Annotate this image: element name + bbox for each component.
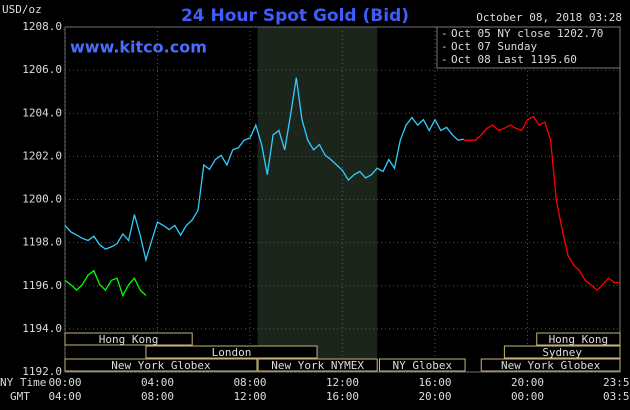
session-box bbox=[145, 345, 318, 359]
legend-dash: - bbox=[441, 27, 448, 40]
session-label: NY Globex bbox=[392, 359, 452, 372]
y-tick-label: 1200.0 bbox=[22, 193, 62, 206]
legend-label: Oct 07 Sunday bbox=[451, 40, 537, 53]
x-tick-label-gmt: 20:00 bbox=[418, 390, 451, 403]
x-tick-label-gmt: 08:00 bbox=[141, 390, 174, 403]
x-tick-label-gmt: 12:00 bbox=[233, 390, 266, 403]
session-label: Hong Kong bbox=[99, 333, 159, 346]
y-tick-label: 1206.0 bbox=[22, 63, 62, 76]
legend-dash: - bbox=[441, 53, 448, 66]
chart-title: 24 Hour Spot Gold (Bid) bbox=[181, 6, 409, 26]
session-box bbox=[64, 332, 193, 346]
session-label: New York Globex bbox=[501, 359, 601, 372]
x-tick-label: 08:00 bbox=[233, 376, 266, 389]
timestamp: October 08, 2018 03:28 bbox=[476, 11, 622, 24]
session-box bbox=[536, 332, 621, 346]
session-box bbox=[257, 358, 378, 372]
price-line bbox=[463, 115, 620, 291]
session-box bbox=[379, 358, 466, 372]
session-label: Hong Kong bbox=[549, 333, 609, 346]
x-row-label: GMT bbox=[10, 390, 30, 403]
y-axis-label: USD/oz bbox=[2, 3, 42, 16]
legend-label: Oct 08 Last 1195.60 bbox=[451, 53, 577, 66]
y-tick-label: 1196.0 bbox=[22, 279, 62, 292]
session-box bbox=[480, 358, 621, 372]
legend-dash: - bbox=[441, 40, 448, 53]
y-tick-label: 1208.0 bbox=[22, 20, 62, 33]
y-tick-label: 1192.0 bbox=[22, 365, 62, 378]
price-line bbox=[64, 269, 147, 298]
y-tick-label: 1198.0 bbox=[22, 236, 62, 249]
x-tick-label: 12:00 bbox=[326, 376, 359, 389]
price-line bbox=[64, 77, 465, 263]
session-label: Sydney bbox=[542, 346, 582, 359]
x-tick-label-gmt: 16:00 bbox=[326, 390, 359, 403]
x-tick-label: 20:00 bbox=[511, 376, 544, 389]
session-label: New York NYMEX bbox=[271, 359, 364, 372]
y-tick-label: 1194.0 bbox=[22, 322, 62, 335]
session-label: London bbox=[212, 346, 252, 359]
y-tick-label: 1204.0 bbox=[22, 106, 62, 119]
x-tick-label: 04:00 bbox=[141, 376, 174, 389]
session-box bbox=[64, 358, 258, 372]
x-tick-label: 00:00 bbox=[48, 376, 81, 389]
x-row-label: NY Time bbox=[0, 376, 46, 389]
legend-label: Oct 05 NY close 1202.70 bbox=[451, 27, 603, 40]
x-tick-label-gmt: 00:00 bbox=[511, 390, 544, 403]
source: www.kitco.com bbox=[70, 38, 207, 57]
session-box bbox=[503, 345, 621, 359]
y-tick-label: 1202.0 bbox=[22, 149, 62, 162]
x-tick-label: 16:00 bbox=[418, 376, 451, 389]
x-tick-label: 23:59 bbox=[603, 376, 630, 389]
legend: - Oct 05 NY close 1202.70- Oct 07 Sunday- O… bbox=[436, 26, 621, 69]
legend-box bbox=[436, 26, 621, 69]
x-tick-label-gmt: 03:59 bbox=[603, 390, 630, 403]
session-label: New York Globex bbox=[111, 359, 211, 372]
x-tick-label-gmt: 04:00 bbox=[48, 390, 81, 403]
